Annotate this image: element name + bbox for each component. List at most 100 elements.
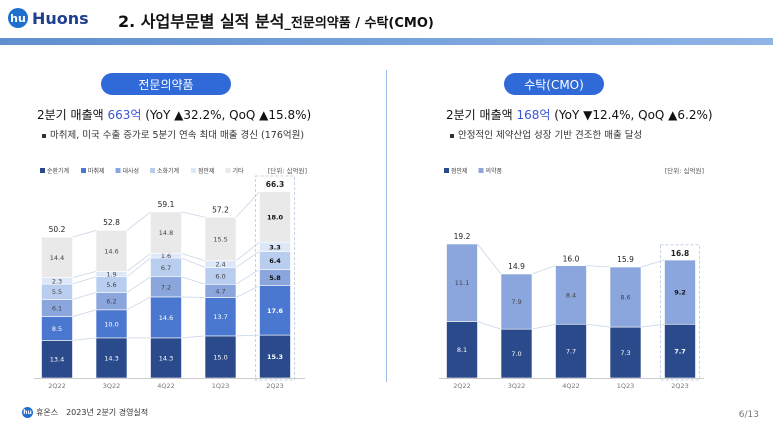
total-label: 14.9 xyxy=(508,262,525,271)
legend-swatch xyxy=(444,168,449,173)
connector-line xyxy=(181,335,206,339)
x-tick-label: 2Q22 xyxy=(453,382,471,390)
chart-left: 순환기계 마취제 대사성 소화기계 점안제 기타 [단위: 십억원] 13.4 8.5 6.1 5.… xyxy=(34,166,307,390)
data-label: 1.6 xyxy=(161,252,171,260)
bar-segment xyxy=(259,285,291,336)
bar-segment xyxy=(41,236,73,278)
connector-line xyxy=(126,276,151,293)
data-label: 7.2 xyxy=(161,283,171,291)
bar-segment xyxy=(609,266,642,328)
connector-line xyxy=(126,296,151,311)
bar-segment xyxy=(204,335,237,379)
legend-swatch xyxy=(191,168,196,173)
bar-segment xyxy=(664,259,696,325)
section-label-right: 수탁(CMO) xyxy=(504,73,604,95)
bar-segment xyxy=(259,191,291,243)
connector-line xyxy=(531,265,556,275)
total-label: 15.9 xyxy=(617,255,634,264)
data-label: 5.8 xyxy=(269,274,281,282)
total-label: 50.2 xyxy=(49,225,66,234)
bar-segment xyxy=(609,326,642,379)
company-logo[interactable]: hu Huons xyxy=(8,7,89,29)
page-title-main: 2. 사업부문별 실적 분석 xyxy=(118,12,285,31)
logo-text: Huons xyxy=(32,8,89,28)
headline-right-suffix: (YoY ▼12.4%, QoQ ▲6.2%) xyxy=(550,108,713,122)
total-label: 16.0 xyxy=(563,254,580,263)
data-label: 5.6 xyxy=(106,281,116,289)
bullet-left-text: 마취제, 미국 수출 증가로 5분기 연속 최대 매출 경신 (176억원) xyxy=(50,130,305,141)
connector-line xyxy=(235,285,260,298)
bar-segment xyxy=(150,337,182,379)
bar-segment xyxy=(95,309,128,339)
header-bar: hu Huons 2. 사업부문별 실적 분석_전문의약품 / 수탁(CMO) xyxy=(0,0,773,38)
data-label: 13.4 xyxy=(50,356,64,364)
connector-line xyxy=(72,276,97,285)
data-label: 10.0 xyxy=(104,320,118,328)
data-label: 2.4 xyxy=(215,261,225,269)
x-tick-label: 2Q23 xyxy=(671,382,689,390)
bullet-left: 마취제, 미국 수출 증가로 5분기 연속 최대 매출 경신 (176억원) xyxy=(42,127,304,141)
data-label: 8.1 xyxy=(457,346,467,354)
connector-line xyxy=(181,296,206,298)
connector-line xyxy=(181,211,206,218)
bar-segment xyxy=(150,296,182,339)
connector-line xyxy=(72,292,97,300)
legend-label: 대사성 xyxy=(123,167,140,175)
headline-left-value: 663억 xyxy=(107,108,142,122)
footer: hu 휴온스 2023년 2분기 경영실적 xyxy=(22,407,148,418)
x-tick-label: 3Q22 xyxy=(508,382,526,390)
data-label: 8.4 xyxy=(566,291,576,299)
unit-label: [단위: 십억원] xyxy=(665,166,704,175)
page-title-sub: _전문의약품 / 수탁(CMO) xyxy=(284,16,434,31)
legend-swatch xyxy=(225,168,231,173)
x-tick-label: 2Q22 xyxy=(48,382,66,390)
section-label-left: 전문의약품 xyxy=(101,73,231,95)
logo-mark-icon: hu xyxy=(8,8,28,28)
connector-line xyxy=(72,230,97,238)
connector-line xyxy=(531,323,556,330)
data-label: 2.3 xyxy=(52,277,62,285)
bar-segment xyxy=(204,297,237,337)
data-label: 7.0 xyxy=(511,350,521,358)
bar-segment xyxy=(150,211,182,254)
data-label: 7.7 xyxy=(674,348,686,356)
headline-right: 2분기 매출액 168억 (YoY ▼12.4%, QoQ ▲6.2%) xyxy=(446,106,713,123)
connector-line xyxy=(586,265,611,268)
total-label: 52.8 xyxy=(103,218,120,227)
connector-line xyxy=(477,321,502,330)
legend-label: 소화기계 xyxy=(157,167,179,175)
legend-label: 의약품 xyxy=(486,167,503,175)
legend-label: 점안제 xyxy=(451,167,468,175)
legend-label: 마취제 xyxy=(88,167,105,175)
footer-logo-icon: hu xyxy=(22,407,33,418)
bullet-right: 안정적인 제약산업 성장 기반 견조한 매출 달성 xyxy=(450,127,642,141)
data-label: 14.8 xyxy=(159,229,173,237)
headline-left-prefix: 2분기 매출액 xyxy=(37,108,108,122)
data-label: 1.9 xyxy=(106,271,116,279)
total-label: 66.3 xyxy=(266,180,285,189)
legend-swatch xyxy=(115,168,121,173)
data-label: 15.0 xyxy=(213,353,227,361)
legend-label: 점안제 xyxy=(198,167,215,175)
data-label: 14.6 xyxy=(104,247,118,255)
bar-segment xyxy=(555,265,587,325)
data-label: 17.6 xyxy=(267,307,284,315)
data-label: 6.2 xyxy=(106,298,116,306)
data-label: 15.3 xyxy=(267,353,283,361)
x-tick-label: 2Q23 xyxy=(266,382,284,390)
data-label: 8.5 xyxy=(52,325,62,333)
data-label: 6.0 xyxy=(215,272,225,280)
connector-line xyxy=(126,253,151,272)
bar-segment xyxy=(259,334,291,379)
unit-label: [단위: 십억원] xyxy=(268,166,307,175)
connector-line xyxy=(72,337,97,341)
footer-brand: 휴온스 xyxy=(36,408,59,417)
bar-segment xyxy=(446,243,478,322)
connector-line xyxy=(126,257,151,278)
highlight-box xyxy=(660,244,700,381)
legend-label: 기타 xyxy=(233,167,245,175)
legend-label: 순환기계 xyxy=(47,167,69,175)
legend-swatch xyxy=(81,168,86,173)
total-label: 59.1 xyxy=(158,200,175,209)
bullet-right-text: 안정적인 제약산업 성장 기반 견조한 매출 달성 xyxy=(458,130,643,141)
